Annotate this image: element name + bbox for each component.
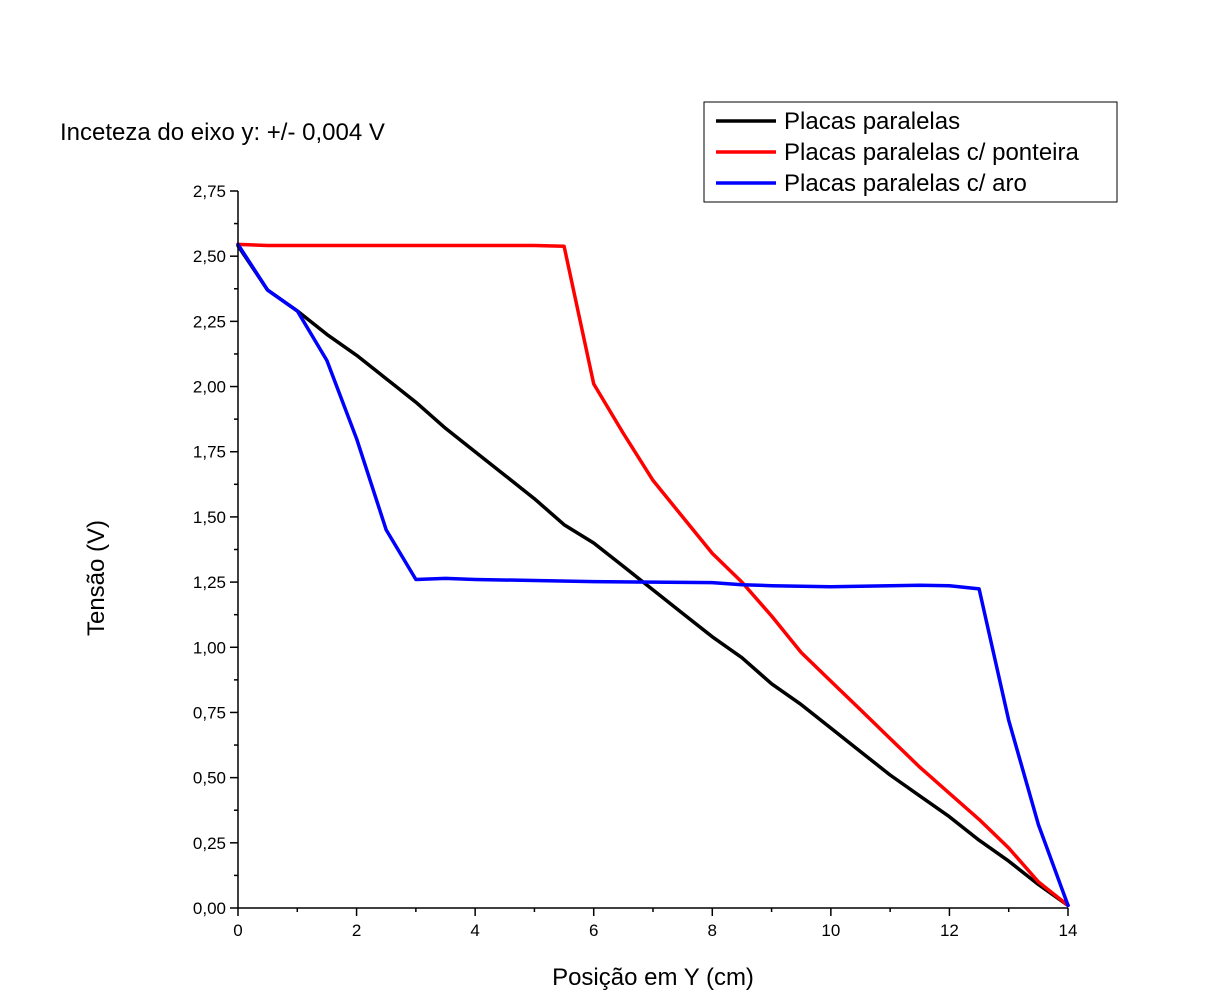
- x-tick-label: 2: [352, 921, 361, 940]
- x-tick-label: 14: [1059, 921, 1078, 940]
- x-tick-label: 4: [470, 921, 479, 940]
- y-tick-label: 0,75: [193, 703, 226, 722]
- y-tick-label: 2,75: [193, 182, 226, 201]
- series-line-2: [236, 242, 1070, 908]
- y-tick-label: 1,75: [193, 443, 226, 462]
- y-tick-label: 2,25: [193, 312, 226, 331]
- axes: 0 2 4 6 8 10 12 14 0,00 0,25 0,50 0,75 1,00 1,25 1,50 1…: [193, 182, 1078, 940]
- series-line-1: [236, 244, 1070, 908]
- y-tick-label: 1,50: [193, 508, 226, 527]
- x-tick-label: 6: [589, 921, 598, 940]
- y-tick-label: 2,50: [193, 247, 226, 266]
- y-tick-label: 0,25: [193, 834, 226, 853]
- y-tick-label: 0,50: [193, 769, 226, 788]
- x-tick-label: 0: [233, 921, 242, 940]
- x-tick-label: 8: [708, 921, 717, 940]
- y-tick-label: 1,25: [193, 573, 226, 592]
- legend-label-3: Placas paralelas c/ aro: [784, 170, 1027, 197]
- legend-label-2: Placas paralelas c/ ponteira: [784, 139, 1079, 166]
- legend-label-1: Placas paralelas: [784, 108, 960, 135]
- legend: Placas paralelas Placas paralelas c/ pont…: [703, 101, 1118, 203]
- y-axis-title: Tensão (V): [83, 520, 110, 636]
- x-tick-label: 12: [940, 921, 959, 940]
- plot-lines: [236, 242, 1070, 908]
- uncertainty-annotation: Inceteza do eixo y: +/- 0,004 V: [60, 119, 385, 146]
- x-tick-label: 10: [821, 921, 840, 940]
- series-line-3: [236, 242, 1070, 908]
- y-tick-label: 2,00: [193, 378, 226, 397]
- y-tick-label: 1,00: [193, 638, 226, 657]
- x-axis-title: Posição em Y (cm): [552, 964, 754, 991]
- y-tick-label: 0,00: [193, 899, 226, 918]
